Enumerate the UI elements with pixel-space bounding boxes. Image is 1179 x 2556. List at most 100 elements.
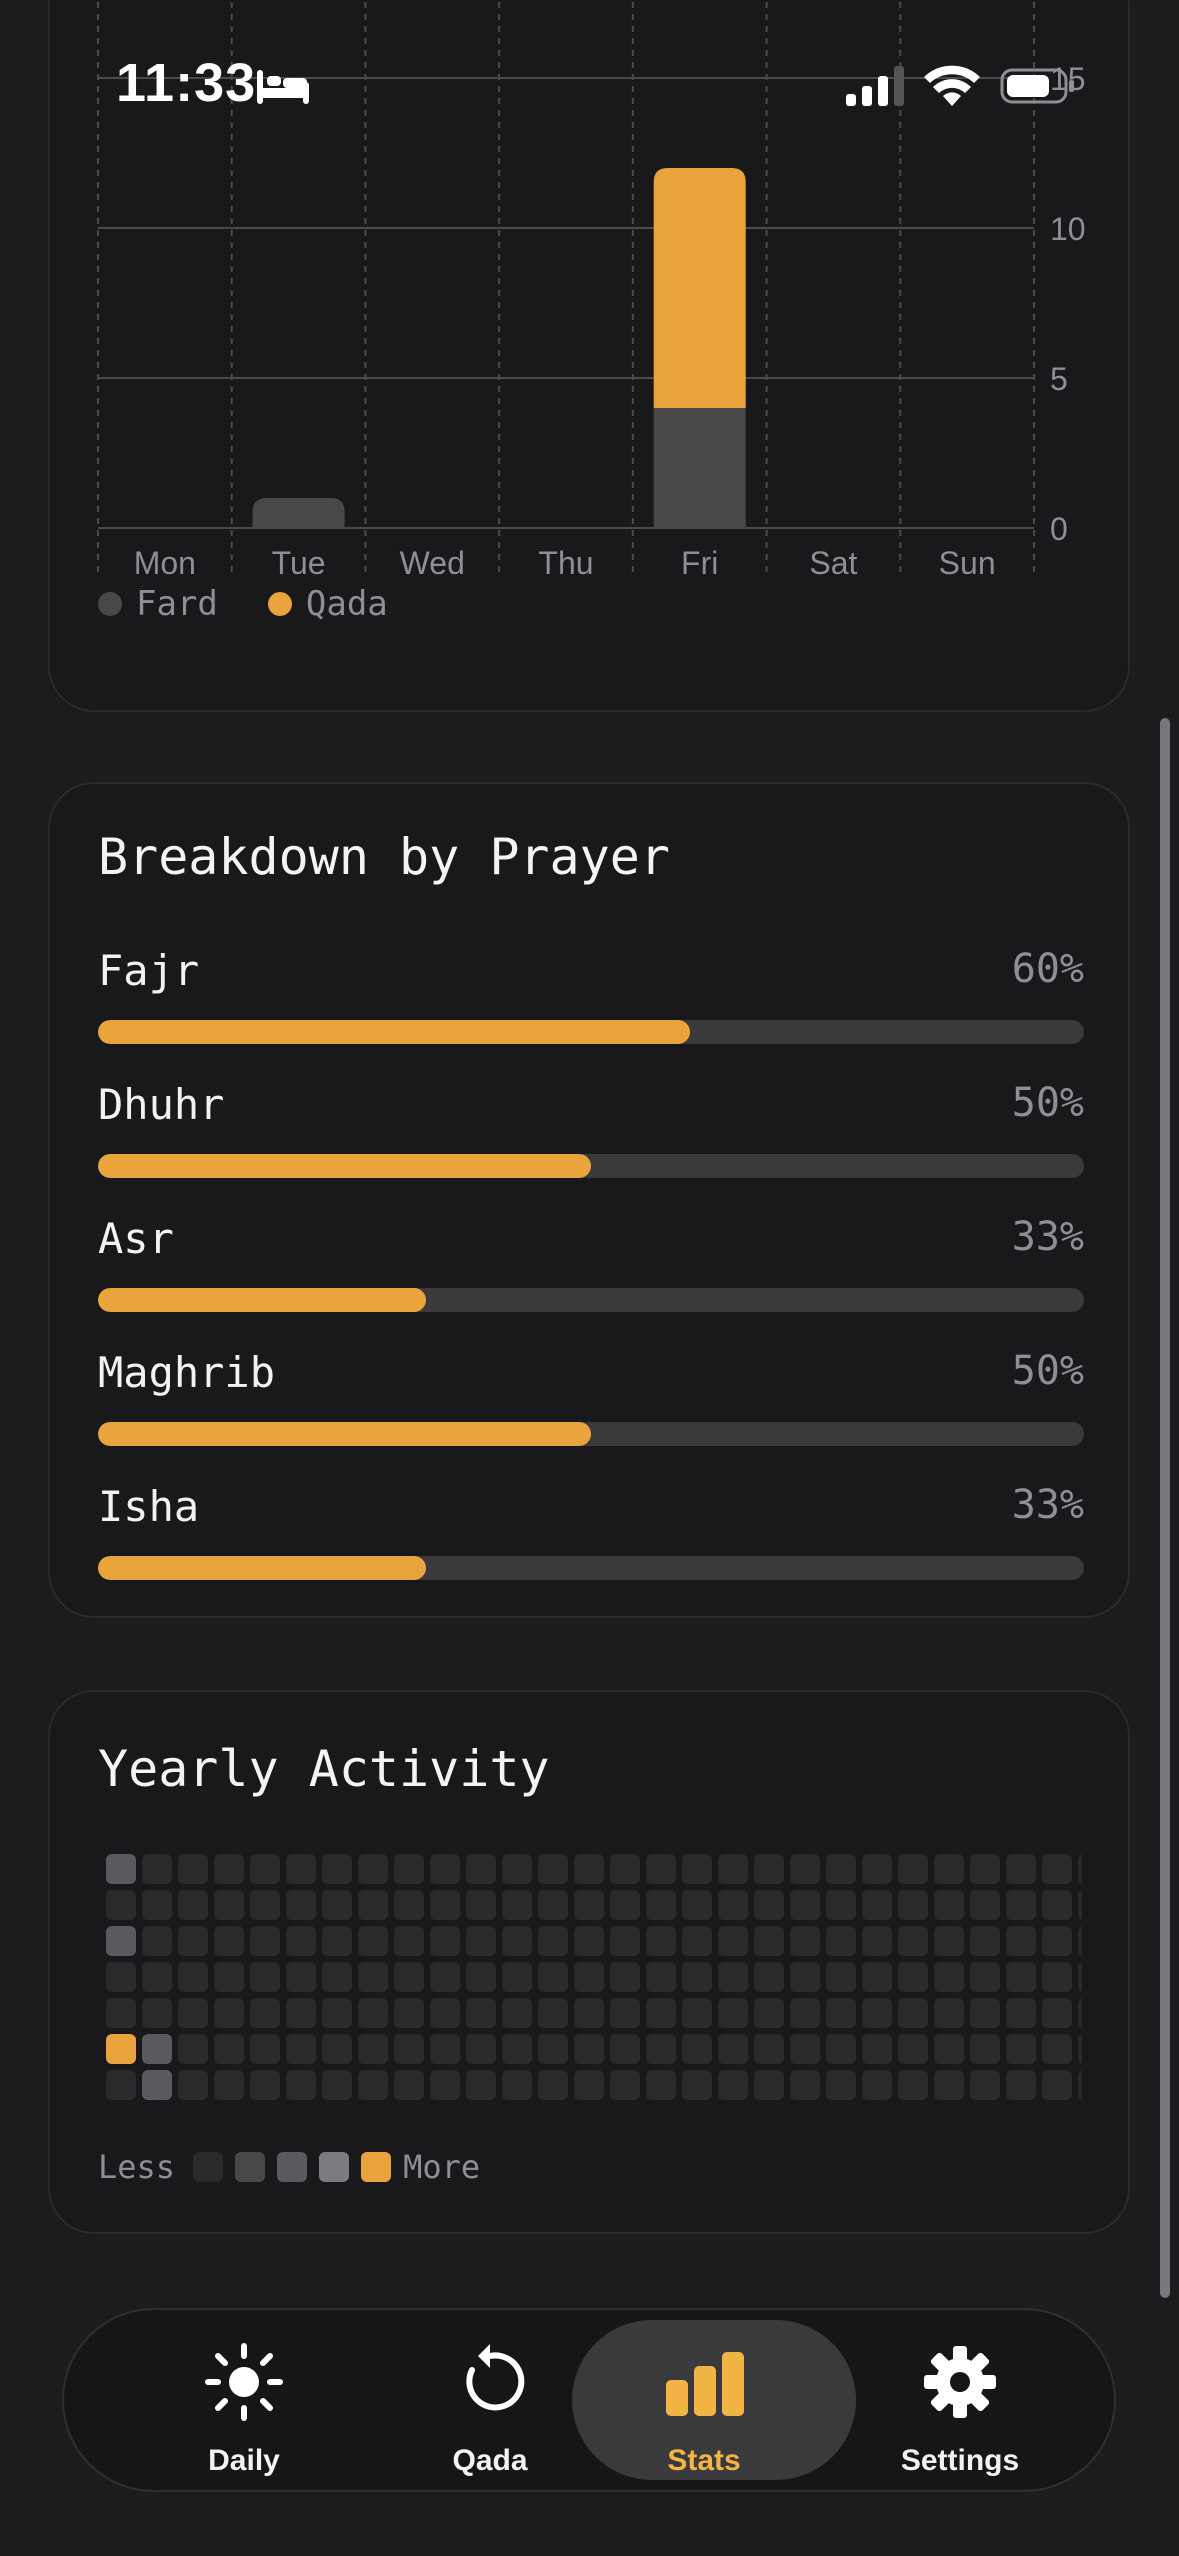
prayer-row-fajr: Fajr 60% [98,946,1084,1046]
heatmap-cell [646,1998,676,2028]
heatmap-cell [358,1998,388,2028]
tab-bar: Daily Qada Stats [62,2308,1116,2492]
heatmap-cell [394,1962,424,1992]
heatmap-cell [538,2070,568,2100]
heatmap-cell [610,1926,640,1956]
heatmap-cell [1042,1962,1072,1992]
tab-stats[interactable]: Stats [572,2310,856,2490]
heatmap-cell [1042,1926,1072,1956]
heatmap-cell [178,2034,208,2064]
heatmap-cell [934,1998,964,2028]
legend-level-2 [277,2152,308,2182]
heatmap-cell [610,2034,640,2064]
heatmap-cell [358,2070,388,2100]
heatmap-cell [502,1998,532,2028]
heatmap-cell [682,1962,712,1992]
progress-fill [98,1154,591,1178]
heatmap-cell [862,1854,892,1884]
heatmap-cell [502,2070,532,2100]
heatmap-cell [862,2070,892,2100]
heatmap-cell [1006,1998,1036,2028]
heatmap-cell [286,2034,316,2064]
x-tick-label: Thu [538,545,593,581]
heatmap-cell [322,1854,352,1884]
heatmap-cell [358,1890,388,1920]
heatmap-cell [826,2034,856,2064]
legend-item-fard: Fard [98,584,218,624]
heatmap-cell [502,1890,532,1920]
heatmap-cell [286,1998,316,2028]
heatmap-cell [1078,2034,1082,2064]
heatmap-cell [610,1890,640,1920]
heatmap-cell [142,1998,172,2028]
progress-fill [98,1288,427,1312]
prayer-name: Isha [98,1482,200,1531]
heatmap-cell [502,2034,532,2064]
heatmap-cell [250,1926,280,1956]
heatmap-cell [790,2034,820,2064]
heatmap-cell [106,2070,136,2100]
heatmap-cell [826,1890,856,1920]
heatmap-cell [286,1962,316,1992]
heatmap-cell [718,1854,748,1884]
y-tick-label: 15 [1050,61,1086,97]
heatmap-cell [214,1998,244,2028]
heatmap-cell [970,2070,1000,2100]
legend-more-label: More [403,2148,481,2186]
heatmap-cell [610,1962,640,1992]
heatmap-cell [214,2034,244,2064]
heatmap-cell [898,2034,928,2064]
heatmap-cell [1078,1998,1082,2028]
heatmap-cell [250,2070,280,2100]
heatmap-cell [250,1998,280,2028]
heatmap-cell [286,1926,316,1956]
heatmap-cell [862,1926,892,1956]
heatmap-cell [430,1926,460,1956]
prayer-name: Dhuhr [98,1080,225,1129]
heatmap-cell [826,2070,856,2100]
progress-track [98,1020,1084,1044]
legend-level-1 [235,2152,266,2182]
x-tick-label: Sun [939,545,996,581]
tab-daily[interactable]: Daily [124,2310,364,2490]
progress-track [98,1556,1084,1580]
heatmap-cell [790,1890,820,1920]
heatmap-cell [1006,1890,1036,1920]
heatmap-cell [934,1926,964,1956]
heatmap-cell [322,1962,352,1992]
tab-qada[interactable]: Qada [370,2310,610,2490]
heatmap-cell [142,2070,172,2100]
heatmap-cell [250,1962,280,1992]
heatmap-cell [682,2070,712,2100]
heatmap-cell [754,1854,784,1884]
prayer-name: Maghrib [98,1348,276,1397]
yearly-activity-card: Yearly Activity Less More [48,1690,1130,2234]
heatmap-cell [682,1854,712,1884]
heatmap-cell [1006,1854,1036,1884]
heatmap-cell [574,1962,604,1992]
tab-settings[interactable]: Settings [840,2310,1080,2490]
y-tick-label: 5 [1050,361,1068,397]
heatmap-cell [574,1854,604,1884]
heatmap-cell [142,1890,172,1920]
bar-segment-qada-fri [653,168,746,408]
heatmap-cell [1042,1998,1072,2028]
heatmap-cell [1042,2070,1072,2100]
chart-legend: Fard Qada [98,584,422,624]
heatmap-cell [178,1962,208,1992]
heatmap-cell [178,1890,208,1920]
heatmap-cell [574,2070,604,2100]
heatmap-cell [430,1890,460,1920]
tab-label: Daily [208,2444,280,2477]
legend-swatch-qada [267,592,292,616]
heatmap-cell [142,1926,172,1956]
legend-less-label: Less [98,2148,176,2186]
heatmap-cell [862,1962,892,1992]
legend-level-0 [193,2152,224,2182]
heatmap-cell [394,2070,424,2100]
heatmap-cell [826,1926,856,1956]
heatmap-cell [646,1890,676,1920]
heatmap-cell [898,1962,928,1992]
heatmap-cell [394,1890,424,1920]
scroll-indicator[interactable] [1160,718,1170,2298]
